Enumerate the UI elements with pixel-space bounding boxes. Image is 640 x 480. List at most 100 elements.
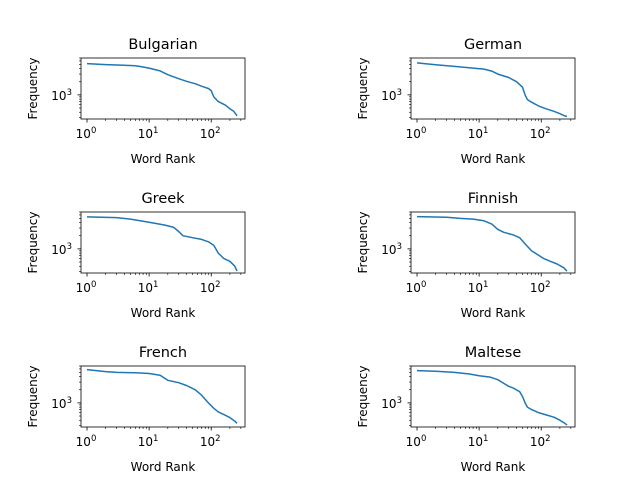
x-tick-label: 100: [406, 126, 427, 141]
y-tick-exponent: 3: [67, 396, 72, 406]
y-tick-base: 10: [381, 243, 396, 257]
x-tick-exponent: 1: [153, 280, 158, 290]
x-tick-base: 10: [76, 435, 91, 449]
y-tick-exponent: 3: [397, 242, 402, 252]
series-line: [86, 62, 238, 117]
x-tick-label: 101: [468, 126, 489, 141]
y-tick-base: 10: [51, 243, 66, 257]
x-tick-label: 102: [200, 126, 221, 141]
axes-frame: [80, 211, 246, 274]
x-axis-label: Word Rank: [461, 152, 526, 166]
x-tick-exponent: 1: [153, 434, 158, 444]
x-tick-exponent: 0: [91, 280, 96, 290]
x-tick-base: 10: [530, 435, 545, 449]
x-tick-label: 102: [200, 434, 221, 449]
y-tick-exponent: 3: [397, 88, 402, 98]
y-tick-exponent: 3: [67, 242, 72, 252]
x-tick-label: 102: [530, 126, 551, 141]
x-tick-exponent: 0: [91, 434, 96, 444]
y-axis-label: Frequency: [356, 366, 370, 428]
y-tick-base: 10: [51, 89, 66, 103]
x-axis-label: Word Rank: [131, 152, 196, 166]
axes-frame: [410, 365, 576, 428]
y-axis-label: Frequency: [356, 212, 370, 274]
x-tick-exponent: 2: [215, 126, 220, 136]
y-axis-label: Frequency: [26, 212, 40, 274]
y-tick-exponent: 3: [67, 88, 72, 98]
y-tick-exponent: 3: [397, 396, 402, 406]
x-tick-exponent: 2: [545, 126, 550, 136]
x-tick-base: 10: [138, 435, 153, 449]
x-tick-exponent: 2: [545, 280, 550, 290]
subplot-title: German: [464, 37, 522, 53]
x-tick-label: 100: [406, 280, 427, 295]
subplot-title: Maltese: [465, 345, 522, 361]
series-line: [86, 368, 238, 424]
x-tick-exponent: 0: [421, 126, 426, 136]
x-tick-label: 101: [138, 434, 159, 449]
y-tick-label: 103: [381, 242, 402, 257]
y-tick-label: 103: [51, 242, 72, 257]
axes-frame: [80, 57, 246, 120]
x-tick-base: 10: [468, 435, 483, 449]
x-tick-exponent: 0: [421, 434, 426, 444]
x-tick-label: 101: [468, 434, 489, 449]
subplot-title: Greek: [141, 191, 185, 207]
y-axis-label: Frequency: [356, 58, 370, 120]
axes-frame: [80, 365, 246, 428]
subplot-title: Finnish: [468, 191, 518, 207]
x-tick-label: 100: [76, 280, 97, 295]
x-tick-label: 102: [530, 434, 551, 449]
x-tick-exponent: 0: [421, 280, 426, 290]
y-tick-base: 10: [51, 397, 66, 411]
series-line: [416, 62, 568, 118]
x-tick-base: 10: [200, 281, 215, 295]
x-tick-label: 102: [530, 280, 551, 295]
y-tick-base: 10: [381, 397, 396, 411]
x-tick-base: 10: [406, 127, 421, 141]
y-tick-label: 103: [381, 88, 402, 103]
y-tick-base: 10: [381, 89, 396, 103]
x-tick-exponent: 2: [545, 434, 550, 444]
axes-frame: [410, 211, 576, 274]
series-line: [416, 369, 568, 426]
subplot-title: Bulgarian: [128, 37, 197, 53]
x-axis-label: Word Rank: [461, 460, 526, 474]
x-tick-label: 101: [138, 126, 159, 141]
x-tick-base: 10: [468, 281, 483, 295]
x-axis-label: Word Rank: [461, 306, 526, 320]
x-tick-base: 10: [406, 281, 421, 295]
x-tick-label: 100: [76, 434, 97, 449]
y-tick-label: 103: [51, 396, 72, 411]
x-tick-label: 100: [406, 434, 427, 449]
series-line: [416, 215, 568, 272]
x-tick-label: 100: [76, 126, 97, 141]
y-tick-label: 103: [381, 396, 402, 411]
y-tick-label: 103: [51, 88, 72, 103]
x-tick-base: 10: [76, 127, 91, 141]
x-tick-base: 10: [406, 435, 421, 449]
x-tick-base: 10: [76, 281, 91, 295]
x-tick-base: 10: [200, 435, 215, 449]
x-tick-exponent: 0: [91, 126, 96, 136]
x-tick-base: 10: [530, 127, 545, 141]
x-tick-base: 10: [200, 127, 215, 141]
x-tick-exponent: 1: [483, 280, 488, 290]
x-tick-exponent: 1: [483, 434, 488, 444]
y-axis-label: Frequency: [26, 366, 40, 428]
x-axis-label: Word Rank: [131, 306, 196, 320]
x-tick-base: 10: [138, 127, 153, 141]
x-tick-exponent: 1: [483, 126, 488, 136]
x-tick-exponent: 2: [215, 434, 220, 444]
x-tick-exponent: 2: [215, 280, 220, 290]
x-tick-label: 101: [468, 280, 489, 295]
x-tick-base: 10: [468, 127, 483, 141]
x-axis-label: Word Rank: [131, 460, 196, 474]
